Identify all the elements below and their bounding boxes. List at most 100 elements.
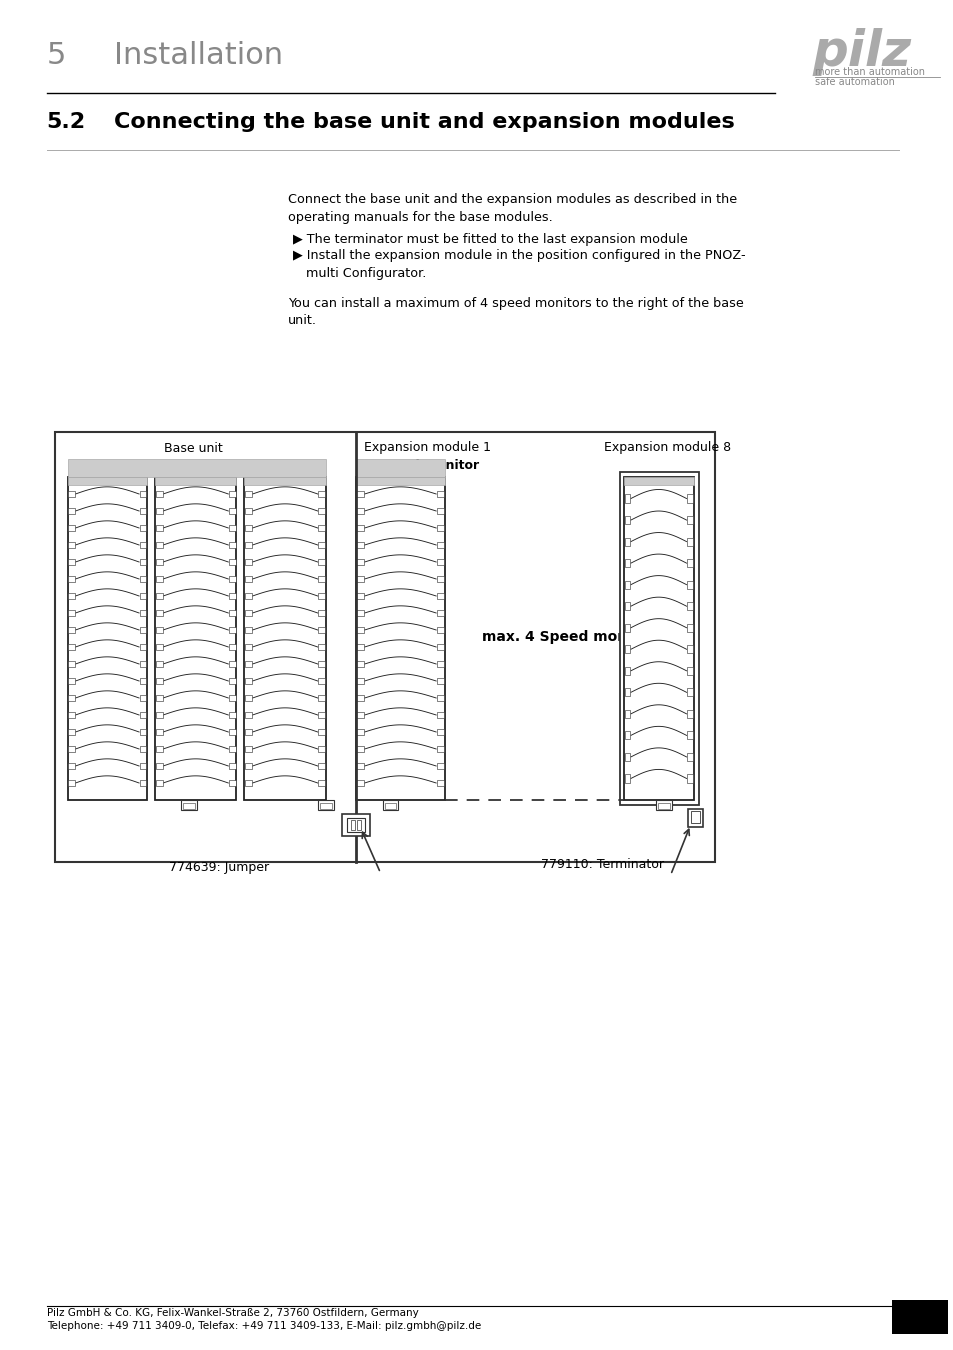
Bar bbox=[68, 575, 75, 582]
Bar bbox=[356, 729, 364, 736]
Text: operating manuals for the base modules.: operating manuals for the base modules. bbox=[288, 211, 553, 224]
Bar bbox=[318, 763, 325, 769]
Text: ▶ Install the expansion module in the position configured in the PNOZ-: ▶ Install the expansion module in the po… bbox=[293, 250, 745, 262]
Bar bbox=[318, 660, 325, 667]
Bar bbox=[318, 711, 325, 718]
Bar bbox=[139, 695, 146, 701]
Bar bbox=[436, 711, 444, 718]
Text: 5.2: 5.2 bbox=[47, 112, 86, 132]
Bar bbox=[318, 508, 325, 514]
Bar bbox=[68, 695, 75, 701]
Bar bbox=[245, 525, 252, 532]
Bar bbox=[155, 780, 162, 786]
Bar bbox=[356, 575, 364, 582]
Bar bbox=[686, 775, 692, 783]
Bar bbox=[68, 644, 75, 651]
Bar bbox=[624, 559, 630, 567]
Bar bbox=[624, 732, 630, 740]
Bar bbox=[436, 660, 444, 667]
Bar bbox=[229, 780, 235, 786]
Bar bbox=[155, 644, 162, 651]
Bar bbox=[686, 732, 692, 740]
Text: Expansion module 1: Expansion module 1 bbox=[363, 441, 490, 455]
Bar bbox=[139, 491, 146, 497]
Bar bbox=[318, 678, 325, 684]
Bar bbox=[356, 711, 364, 718]
Bar bbox=[155, 593, 162, 599]
Bar bbox=[690, 811, 700, 824]
Bar bbox=[624, 516, 630, 524]
Bar bbox=[229, 678, 235, 684]
Bar bbox=[68, 593, 75, 599]
Bar bbox=[655, 801, 671, 810]
Text: Telephone: +49 711 3409-0, Telefax: +49 711 3409-133, E-Mail: pilz.gmbh@pilz.de: Telephone: +49 711 3409-0, Telefax: +49 … bbox=[47, 1322, 480, 1331]
Bar bbox=[155, 678, 162, 684]
Bar bbox=[155, 745, 162, 752]
Bar bbox=[68, 541, 75, 548]
Bar bbox=[68, 559, 75, 566]
Bar bbox=[155, 695, 162, 701]
Bar bbox=[244, 477, 326, 485]
Text: ▶ The terminator must be fitted to the last expansion module: ▶ The terminator must be fitted to the l… bbox=[293, 232, 687, 246]
Bar bbox=[436, 729, 444, 736]
Bar bbox=[318, 559, 325, 566]
Bar bbox=[139, 508, 146, 514]
Bar bbox=[686, 494, 692, 502]
Text: Speed monitor: Speed monitor bbox=[375, 459, 478, 471]
Bar bbox=[229, 541, 235, 548]
Bar bbox=[245, 780, 252, 786]
Text: 5-3: 5-3 bbox=[906, 1311, 932, 1324]
Text: Connect the base unit and the expansion modules as described in the: Connect the base unit and the expansion … bbox=[288, 193, 737, 207]
Bar bbox=[139, 541, 146, 548]
Bar bbox=[154, 477, 236, 801]
Bar bbox=[624, 667, 630, 675]
Bar bbox=[384, 803, 396, 809]
Bar bbox=[229, 763, 235, 769]
Bar bbox=[624, 494, 630, 502]
Bar bbox=[155, 711, 162, 718]
Bar bbox=[319, 803, 332, 809]
Bar bbox=[155, 541, 162, 548]
Text: 774639: Jumper: 774639: Jumper bbox=[169, 861, 269, 875]
Bar bbox=[686, 624, 692, 632]
Bar bbox=[229, 491, 235, 497]
Bar bbox=[686, 688, 692, 697]
Text: You can install a maximum of 4 speed monitors to the right of the base: You can install a maximum of 4 speed mon… bbox=[288, 297, 743, 309]
Bar bbox=[155, 491, 162, 497]
Bar bbox=[355, 477, 445, 485]
Text: 779110: Terminator: 779110: Terminator bbox=[541, 859, 664, 872]
Bar bbox=[229, 508, 235, 514]
Bar bbox=[245, 541, 252, 548]
Bar bbox=[436, 593, 444, 599]
Bar bbox=[436, 508, 444, 514]
Bar bbox=[436, 541, 444, 548]
Bar bbox=[686, 667, 692, 675]
Bar bbox=[68, 477, 147, 801]
Bar bbox=[686, 516, 692, 524]
Bar bbox=[436, 763, 444, 769]
Text: unit.: unit. bbox=[288, 313, 316, 327]
Bar bbox=[68, 660, 75, 667]
Bar bbox=[229, 610, 235, 616]
Bar bbox=[229, 729, 235, 736]
Bar bbox=[139, 660, 146, 667]
Bar bbox=[139, 678, 146, 684]
Bar bbox=[356, 525, 364, 532]
Bar bbox=[155, 729, 162, 736]
Bar bbox=[436, 525, 444, 532]
Bar bbox=[139, 745, 146, 752]
Bar bbox=[139, 780, 146, 786]
Bar bbox=[244, 477, 326, 801]
Bar bbox=[154, 477, 236, 485]
Bar bbox=[436, 575, 444, 582]
Bar bbox=[436, 626, 444, 633]
Bar bbox=[245, 559, 252, 566]
Bar bbox=[229, 575, 235, 582]
Bar bbox=[245, 678, 252, 684]
Bar bbox=[229, 559, 235, 566]
Bar bbox=[229, 593, 235, 599]
Bar bbox=[686, 537, 692, 545]
Bar bbox=[624, 688, 630, 697]
Bar bbox=[139, 593, 146, 599]
Bar bbox=[657, 803, 669, 809]
